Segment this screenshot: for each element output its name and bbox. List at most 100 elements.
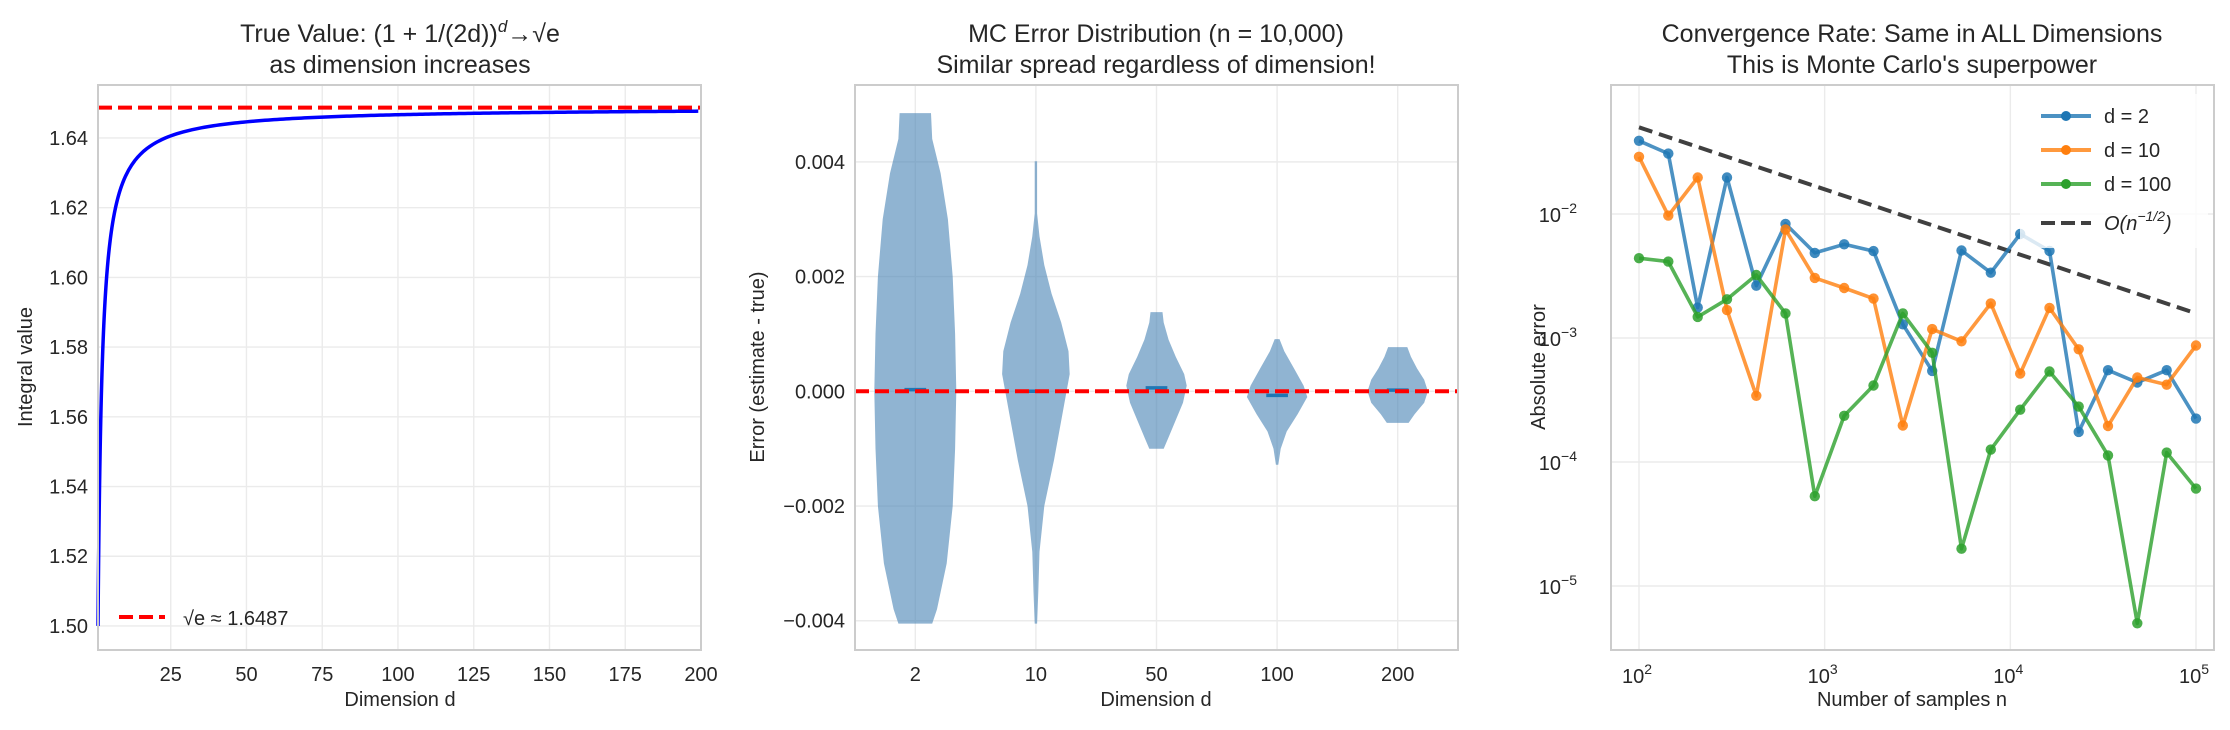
violin-200	[1367, 347, 1428, 423]
y-tick-label: 1.60	[49, 267, 88, 289]
x-tick-label: 100	[381, 664, 414, 686]
data-point	[2015, 368, 2026, 379]
data-point	[1809, 247, 1821, 259]
data-point	[2132, 372, 2143, 383]
data-point	[1985, 298, 1997, 309]
violin-2	[874, 113, 957, 624]
x-tick-label: 105	[2179, 661, 2209, 688]
y-tick-label: 1.62	[49, 198, 88, 220]
data-point	[1927, 323, 1938, 335]
data-point	[1839, 239, 1850, 250]
violin-50	[1126, 312, 1187, 449]
right-legend: d = 2 d = 10 d = 100 O(n−1/2)	[2020, 94, 2208, 248]
y-tick-label: −0.004	[783, 611, 845, 633]
middle-panel: 2 10 50 100 200 −0.004 −0.002 0.000 0.002 0.004 M…	[747, 20, 1459, 711]
data-point	[1780, 308, 1791, 319]
x-tick-label: 104	[1993, 661, 2023, 688]
data-point	[2190, 413, 2202, 424]
data-point	[1839, 282, 1850, 294]
data-point	[1721, 294, 1733, 305]
data-point	[2161, 379, 2172, 390]
left-tick-labels: 25 50 75 100 125 150 175 200 1.50 1.52 1.54 1.56 1.5…	[49, 128, 718, 686]
data-point	[2102, 365, 2114, 376]
middle-title-line1: MC Error Distribution (n = 10,000)	[968, 20, 1344, 48]
right-ylabel: Absolute error	[1528, 304, 1550, 430]
data-point	[1809, 272, 1821, 284]
data-point	[2102, 420, 2114, 432]
data-point	[2015, 404, 2026, 415]
data-point	[2044, 302, 2055, 314]
data-point	[1721, 172, 1733, 183]
left-ylabel: Integral value	[15, 307, 37, 427]
right-axes-frame	[1610, 84, 2215, 651]
x-tick-label: 10	[1025, 664, 1047, 686]
right-title-line2: This is Monte Carlo's superpower	[1727, 51, 2097, 79]
data-point	[1721, 304, 1733, 316]
y-tick-label: 0.000	[795, 381, 845, 403]
violin-100	[1246, 339, 1308, 465]
y-tick-label: 10−5	[1539, 572, 1577, 599]
data-point	[1692, 172, 1703, 183]
legend-sqrt-e-label: √e ≈ 1.6487	[183, 608, 288, 630]
data-point	[2190, 483, 2202, 494]
data-point	[1868, 380, 1879, 391]
data-point	[1751, 390, 1762, 401]
x-tick-label: 125	[457, 664, 490, 686]
y-tick-label: 1.58	[49, 337, 88, 359]
legend-label: d = 100	[2104, 174, 2171, 196]
right-title-line1: Convergence Rate: Same in ALL Dimensions	[1662, 20, 2163, 48]
x-tick-label: 150	[533, 664, 566, 686]
data-point	[2073, 401, 2084, 412]
legend-marker-icon	[2061, 179, 2071, 189]
y-tick-label: −0.002	[783, 496, 845, 518]
y-tick-label: 10−2	[1539, 200, 1577, 227]
data-point	[1897, 420, 1909, 431]
data-point	[1927, 347, 1938, 358]
x-tick-label: 200	[1381, 664, 1414, 686]
reference-n-half-line	[1638, 125, 2197, 316]
x-tick-label: 200	[684, 664, 717, 686]
y-tick-label: 1.52	[49, 546, 88, 568]
legend-label: d = 2	[2104, 106, 2149, 128]
data-point	[2073, 344, 2084, 355]
x-tick-label: 103	[1808, 661, 1838, 688]
middle-ylabel: Error (estimate - true)	[747, 271, 769, 462]
middle-xlabel: Dimension d	[1100, 689, 1211, 711]
data-point	[2190, 340, 2202, 351]
left-title-line1: True Value: (1 + 1/(2d))d→√e	[240, 17, 560, 48]
middle-tick-labels: 2 10 50 100 200 −0.004 −0.002 0.000 0.002 0.004	[783, 152, 1414, 686]
y-tick-label: 1.50	[49, 616, 88, 638]
data-point	[1663, 148, 1674, 159]
series-d10	[1633, 151, 2202, 432]
series-line	[1637, 155, 2198, 428]
legend-marker-icon	[2061, 111, 2071, 121]
data-point	[1985, 267, 1997, 278]
data-point	[1751, 269, 1762, 281]
y-tick-label: 1.64	[49, 128, 88, 150]
data-point	[1633, 151, 1645, 162]
data-point	[1633, 253, 1645, 264]
x-tick-label: 75	[311, 664, 333, 686]
y-tick-label: 1.54	[49, 477, 88, 499]
left-xlabel: Dimension d	[344, 689, 455, 711]
x-tick-label: 102	[1622, 661, 1652, 688]
right-xlabel: Number of samples n	[1817, 689, 2007, 711]
data-point	[1956, 245, 1967, 256]
left-title-line2: as dimension increases	[269, 51, 530, 79]
middle-plot-area	[855, 113, 1458, 624]
legend-marker-icon	[2061, 145, 2071, 155]
series-line	[1638, 139, 2198, 434]
data-point	[2044, 366, 2055, 377]
data-point	[2132, 618, 2143, 629]
left-panel: 25 50 75 100 125 150 175 200 1.50 1.52 1.54 1.56 1.5…	[15, 17, 718, 711]
data-point	[1868, 245, 1879, 257]
x-tick-label: 50	[1145, 664, 1167, 686]
legend-item-d100: d = 100	[2041, 174, 2171, 196]
x-tick-label: 2	[910, 664, 921, 686]
x-tick-label: 25	[160, 664, 182, 686]
legend-item-d10: d = 10	[2041, 140, 2160, 162]
data-point	[2073, 426, 2084, 438]
